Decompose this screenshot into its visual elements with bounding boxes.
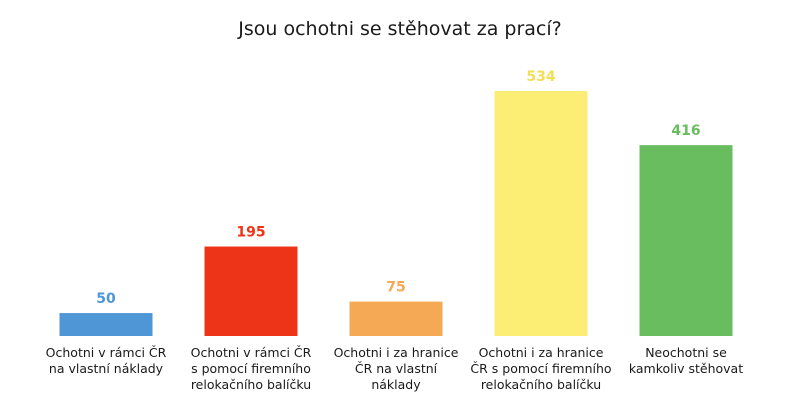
value-label-4: 534 bbox=[526, 69, 555, 85]
bar-5 bbox=[639, 145, 733, 336]
bar-4 bbox=[494, 91, 588, 336]
category-label-3: Ochotni i za hranice ČR na vlastní náklady bbox=[334, 345, 459, 392]
category-label-line: Ochotni v rámci ČR bbox=[191, 345, 312, 360]
category-label-line: Ochotni i za hranice bbox=[334, 345, 459, 360]
category-label-line: relokačního balíčku bbox=[191, 377, 311, 392]
category-label-line: s pomocí firemního bbox=[191, 361, 311, 376]
value-label-1: 50 bbox=[96, 291, 116, 307]
category-label-line: ČR na vlastní bbox=[355, 361, 438, 376]
category-label-line: na vlastní náklady bbox=[49, 361, 164, 376]
category-label-line: kamkoliv stěhovat bbox=[629, 361, 743, 376]
category-label-line: Ochotni i za hranice bbox=[479, 345, 604, 360]
bar-2 bbox=[204, 246, 298, 336]
bar-3 bbox=[349, 301, 443, 336]
chart-title: Jsou ochotni se stěhovat za prací? bbox=[237, 18, 561, 40]
category-label-5: Neochotni se kamkoliv stěhovat bbox=[629, 345, 743, 376]
value-label-3: 75 bbox=[386, 280, 405, 296]
category-label-line: Ochotni v rámci ČR bbox=[46, 345, 167, 360]
category-label-line: Neochotni se bbox=[645, 345, 727, 360]
category-label-line: ČR s pomocí firemního bbox=[470, 361, 611, 376]
category-label-line: náklady bbox=[371, 377, 421, 392]
category-label-2: Ochotni v rámci ČR s pomocí firemního relo… bbox=[191, 345, 312, 392]
value-label-5: 416 bbox=[671, 123, 700, 139]
category-label-4: Ochotni i za hranice ČR s pomocí firemníh… bbox=[470, 345, 611, 392]
bar-1 bbox=[59, 313, 153, 336]
category-label-line: relokačního balíčku bbox=[481, 377, 601, 392]
category-label-1: Ochotni v rámci ČR na vlastní náklady bbox=[46, 345, 167, 376]
value-label-2: 195 bbox=[236, 225, 265, 241]
